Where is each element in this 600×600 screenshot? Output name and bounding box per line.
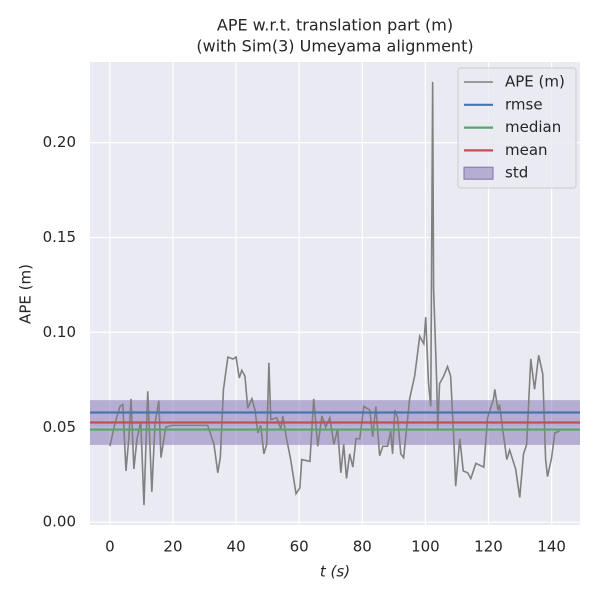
x-tick-label: 40 xyxy=(227,538,246,556)
ape-line xyxy=(109,81,560,506)
legend: APE (m) rmse median mean std xyxy=(457,67,577,189)
x-tick-label: 60 xyxy=(290,538,309,556)
x-tick-label: 120 xyxy=(474,538,503,556)
chart-subtitle: (with Sim(3) Umeyama alignment) xyxy=(196,37,473,56)
y-tick-label: 0.05 xyxy=(43,418,76,436)
y-tick-label: 0.20 xyxy=(43,133,76,151)
legend-box xyxy=(457,67,577,189)
x-tick-label: 0 xyxy=(105,538,115,556)
x-axis-label: t (s) xyxy=(320,563,350,581)
x-tick-label: 140 xyxy=(537,538,566,556)
legend-label: std xyxy=(505,164,528,182)
y-tick-label: 0.15 xyxy=(43,228,76,246)
x-tick-label: 80 xyxy=(353,538,372,556)
y-tick-label: 0.00 xyxy=(43,513,76,531)
y-tick-label: 0.10 xyxy=(43,323,76,341)
legend-label: rmse xyxy=(505,95,543,113)
chart-title: APE w.r.t. translation part (m) xyxy=(217,16,453,35)
legend-swatch xyxy=(463,166,494,180)
legend-label: mean xyxy=(505,141,548,159)
legend-label: APE (m) xyxy=(505,73,565,91)
x-tick-label: 20 xyxy=(163,538,182,556)
x-tick-label: 100 xyxy=(411,538,440,556)
y-axis-label: APE (m) xyxy=(17,264,35,324)
legend-label: median xyxy=(505,118,561,136)
marks xyxy=(90,81,580,506)
